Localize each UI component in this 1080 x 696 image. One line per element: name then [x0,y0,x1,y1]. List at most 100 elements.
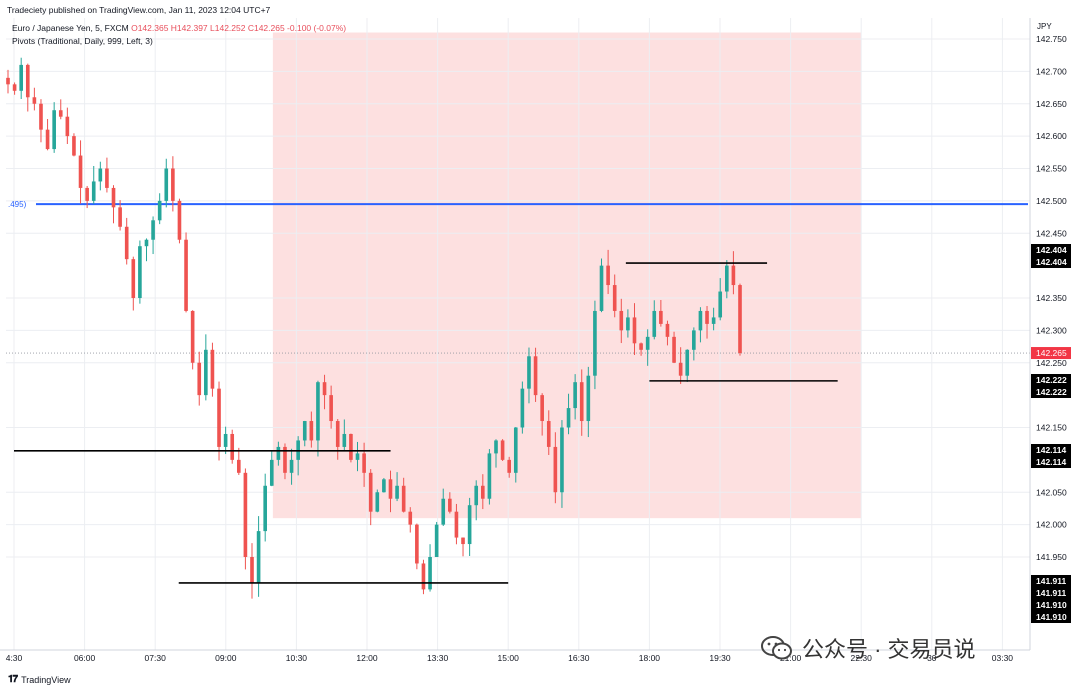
x-tick-label: 07:30 [145,653,167,663]
candle-body [263,485,268,532]
x-tick-label: 30 [927,653,937,663]
candle-body [738,285,742,354]
x-tick-label: 22:30 [851,653,873,663]
tradingview-logo-icon: 𝟏𝟕 [8,674,18,685]
y-tick-label: 142.650 [1036,99,1067,109]
candle-body [494,440,498,454]
candle-body [454,511,459,538]
candle-body [382,479,386,493]
candle-body [302,421,307,441]
candle-body [480,485,485,499]
candle-body [415,524,419,564]
price-tag-box [1031,374,1071,386]
candle-body [500,440,505,460]
candle-body [513,427,518,473]
x-tick-label: 12:00 [356,653,378,663]
candle-body [223,433,228,447]
candle-body [474,485,479,506]
candle-body [421,563,426,590]
candle-body [401,485,406,512]
candle-body [164,168,169,201]
candle-body [560,427,564,493]
footer-brand: TradingView [21,674,71,685]
x-tick-label: 4:30 [6,653,23,663]
price-tag-box [1031,575,1071,587]
current-price-tag-label: 142.265 [1036,348,1067,358]
candle-body [105,168,109,188]
x-tick-label: 18:00 [639,653,661,663]
candle-body [250,557,254,583]
y-tick-label: 142.050 [1036,487,1067,497]
price-tag-box [1031,444,1071,456]
candle-body [487,453,492,499]
y-tick-label: 142.750 [1036,34,1067,44]
candle-body [507,459,512,473]
candle-body [619,310,624,331]
candle-body [335,421,340,447]
y-tick-label: 142.500 [1036,196,1067,206]
price-tag-label: 142.114 [1036,457,1067,467]
candle-body [731,265,736,286]
highlight-zone [272,32,862,519]
candle-body [236,459,241,473]
candle-body [12,84,17,91]
candle-body [342,433,347,447]
price-tag-box [1031,256,1071,268]
candle-body [230,433,235,460]
indicator-legend[interactable]: Pivots (Traditional, Daily, 999, Left, 3… [12,36,153,46]
candle-body [111,187,116,208]
candle-body [553,446,558,493]
y-tick-label: 142.700 [1036,66,1067,76]
candle-body [395,485,399,499]
candle-body [91,181,96,201]
candle-body [375,492,380,512]
x-tick-label: 03:30 [992,653,1014,663]
candle-body [190,310,195,363]
candle-body [197,362,202,396]
candle-body [269,459,274,486]
candle-body [632,317,637,344]
price-tag-label: 142.222 [1036,375,1067,385]
candle-body [434,524,439,557]
currency-label: JPY [1037,22,1052,31]
price-tag-label: 141.911 [1036,588,1067,598]
candle-body [204,349,208,396]
x-tick-label: 09:00 [215,653,237,663]
candle-body [329,395,333,422]
x-tick-label: 13:30 [427,653,449,663]
y-tick-label: 142.350 [1036,293,1067,303]
candle-body [283,446,287,473]
candle-body [316,382,320,441]
candle-body [362,453,366,473]
candle-body [25,64,30,98]
candle-body [527,356,531,389]
candle-body [692,330,696,350]
candle-body [124,226,129,260]
candle-body [289,459,294,473]
candle-body [210,349,215,389]
x-tick-label: 19:30 [709,653,731,663]
price-tag-label: 142.404 [1036,257,1067,267]
symbol-name: Euro / Japanese Yen, 5, FXCM [12,23,129,33]
candle-body [6,77,10,85]
y-tick-label: 142.300 [1036,325,1067,335]
candle-body [678,362,683,376]
candle-body [118,207,122,227]
candle-body [599,265,604,311]
candle-body [546,421,551,447]
tradingview-footer[interactable]: 𝟏𝟕 TradingView [8,674,71,685]
candle-body [586,375,591,422]
candle-body [579,382,584,422]
price-tag-box [1031,611,1071,623]
candle-body [138,246,142,298]
candle-body [98,168,103,182]
price-tag-box [1031,386,1071,398]
candle-body [349,433,353,460]
candle-body [461,537,465,545]
symbol-legend[interactable]: Euro / Japanese Yen, 5, FXCM O142.365 H1… [12,23,346,33]
pivot-line-label: .495) [8,200,27,209]
y-tick-label: 142.600 [1036,131,1067,141]
x-tick-label: 06:00 [74,653,96,663]
